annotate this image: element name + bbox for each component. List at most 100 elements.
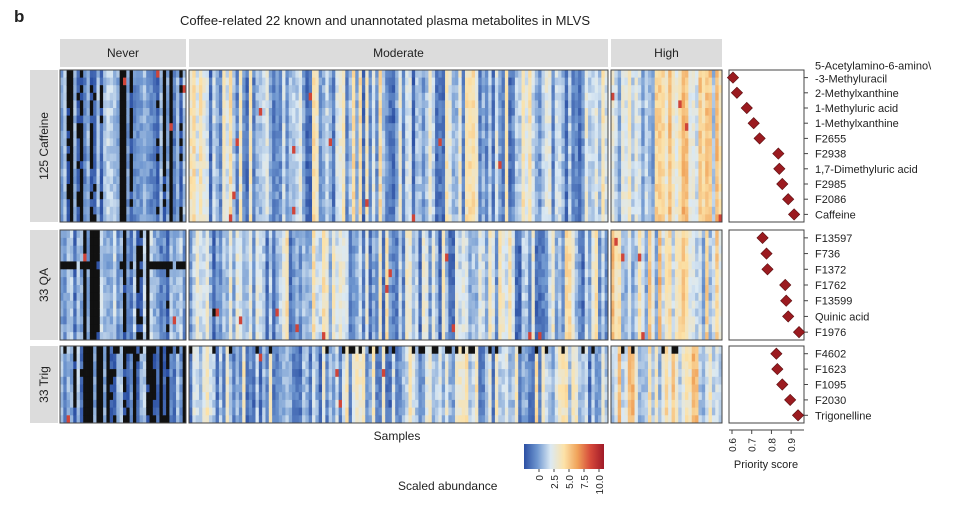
heatmap-cell	[142, 168, 147, 177]
heatmap-cell	[588, 108, 592, 116]
heatmap-cell	[648, 108, 652, 116]
heatmap-cell	[86, 70, 91, 78]
heatmap-cell	[355, 214, 359, 223]
heatmap-cell	[166, 146, 170, 154]
heatmap-cell	[66, 316, 71, 325]
heatmap-cell	[116, 77, 121, 86]
heatmap-cell	[176, 237, 180, 247]
heatmap-cell	[691, 138, 696, 147]
heatmap-cell	[79, 153, 84, 162]
heatmap-cell	[172, 108, 177, 116]
heatmap-cell	[228, 230, 233, 239]
heatmap-cell	[322, 146, 326, 154]
heatmap-cell	[66, 308, 71, 317]
heatmap-cell	[129, 153, 134, 162]
heatmap-cell	[571, 214, 576, 223]
heatmap-cell	[544, 168, 549, 177]
heatmap-cell	[76, 108, 81, 116]
heatmap-cell	[524, 191, 529, 200]
heatmap-cell	[538, 70, 542, 78]
heatmap-cell	[265, 176, 270, 185]
heatmap-cell	[398, 161, 403, 170]
heatmap-cell	[222, 153, 226, 162]
heatmap-cell	[162, 77, 167, 86]
heatmap-cell	[708, 108, 713, 116]
heatmap-cell	[225, 168, 230, 177]
heatmap-cell	[93, 214, 97, 223]
heatmap-cell	[89, 292, 94, 302]
heatmap-cell	[428, 206, 433, 215]
heatmap-cell	[159, 123, 164, 132]
heatmap-cell	[491, 176, 496, 185]
heatmap-cell	[341, 115, 346, 124]
heatmap-cell	[208, 161, 213, 170]
heatmap-cell	[715, 168, 720, 177]
heatmap-cell	[245, 100, 250, 109]
heatmap-cell	[601, 85, 606, 94]
heatmap-cell	[471, 199, 476, 208]
heatmap-cell	[322, 214, 326, 223]
heatmap-cell	[644, 161, 649, 170]
heatmap-cell	[179, 153, 184, 162]
heatmap-cell	[156, 100, 160, 109]
heatmap-cell	[685, 85, 689, 94]
heatmap-cell	[218, 161, 223, 170]
heatmap-cell	[202, 70, 207, 78]
heatmap-cell	[79, 77, 84, 86]
heatmap-cell	[149, 237, 154, 247]
heatmap-cell	[86, 206, 91, 215]
heatmap-cell	[212, 108, 217, 116]
heatmap-cell	[192, 85, 197, 94]
heatmap-cell	[521, 100, 526, 109]
heatmap-cell	[245, 92, 250, 101]
heatmap-cell	[255, 123, 260, 132]
heatmap-cell	[152, 92, 157, 101]
heatmap-cell	[441, 108, 446, 116]
heatmap-cell	[518, 161, 522, 170]
heatmap-cell	[179, 316, 184, 325]
heatmap-cell	[129, 245, 134, 254]
heatmap-cell	[198, 253, 203, 262]
heatmap-cell	[116, 199, 121, 208]
heatmap-cell	[79, 85, 84, 94]
heatmap-cell	[325, 115, 330, 124]
heatmap-cell	[109, 70, 114, 78]
heatmap-cell	[285, 237, 290, 247]
heatmap-cell	[617, 77, 622, 86]
heatmap-cell	[375, 123, 379, 132]
heatmap-cell	[481, 77, 486, 86]
heatmap-cell	[388, 115, 393, 124]
heatmap-cell	[428, 214, 433, 223]
heatmap-cell	[448, 206, 453, 215]
heatmap-cell	[561, 115, 566, 124]
heatmap-cell	[591, 123, 596, 132]
heatmap-cell	[651, 92, 656, 101]
heatmap-cell	[212, 191, 217, 200]
heatmap-cell	[149, 332, 154, 341]
heatmap-cell	[192, 146, 197, 154]
heatmap-cell	[176, 269, 180, 278]
heatmap-cell	[218, 168, 223, 177]
heatmap-cell	[678, 138, 683, 147]
heatmap-cell	[129, 199, 134, 208]
heatmap-cell	[318, 153, 323, 162]
heatmap-cell	[232, 85, 236, 94]
heatmap-cell	[395, 130, 399, 139]
heatmap-cell	[242, 138, 246, 147]
heatmap-cell	[119, 161, 124, 170]
heatmap-cell	[149, 300, 154, 309]
heatmap-cell	[156, 300, 160, 309]
heatmap-cell	[162, 332, 167, 341]
heatmap-cell	[212, 230, 217, 239]
heatmap-cell	[548, 108, 552, 116]
heatmap-cell	[594, 123, 599, 132]
heatmap-cell	[93, 206, 97, 215]
heatmap-cell	[198, 138, 203, 147]
heatmap-cell	[511, 206, 516, 215]
heatmap-cell	[398, 146, 403, 154]
heatmap-cell	[86, 161, 91, 170]
heatmap-cell	[202, 100, 207, 109]
heatmap-cell	[345, 123, 350, 132]
heatmap-cell	[63, 285, 68, 294]
heatmap-cell	[248, 199, 253, 208]
